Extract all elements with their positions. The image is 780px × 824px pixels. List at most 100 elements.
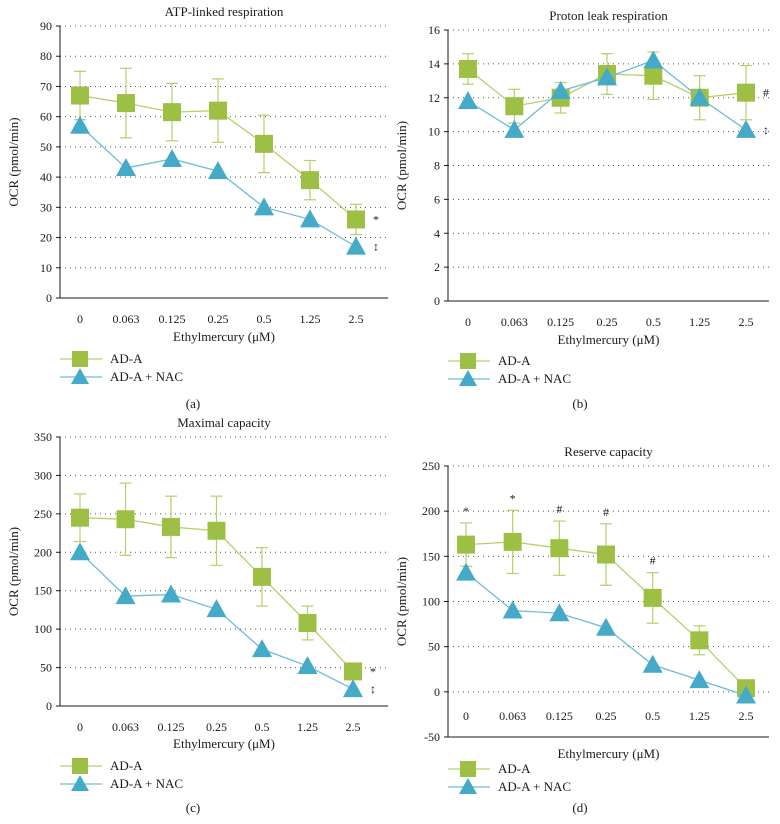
- data-point-square: [503, 532, 522, 551]
- legend-label: AD-A: [110, 758, 143, 773]
- x-tick-label: 0.25: [206, 720, 227, 734]
- significance-marker: *: [373, 212, 379, 226]
- data-point-triangle: [162, 148, 182, 167]
- x-tick-label: 2.5: [739, 709, 754, 723]
- data-point-square: [644, 66, 663, 85]
- data-point-square: [597, 545, 615, 564]
- legend-item-ad-a-nac: AD-A + NAC: [448, 370, 571, 386]
- y-tick-label: 50: [40, 140, 52, 154]
- data-point-triangle: [297, 656, 318, 675]
- data-point-triangle: [596, 617, 616, 636]
- chart-title: Reserve capacity: [564, 444, 653, 459]
- data-point-triangle: [70, 542, 90, 561]
- legend-label: AD-A + NAC: [110, 776, 183, 791]
- y-tick-label: 250: [422, 459, 440, 473]
- data-point-square: [162, 517, 180, 536]
- x-tick-label: 0.063: [499, 709, 526, 723]
- y-tick-label: 4: [434, 226, 440, 240]
- y-tick-label: 150: [34, 584, 52, 598]
- legend-item-ad-a: AD-A: [448, 761, 531, 777]
- y-tick-label: 8: [434, 159, 440, 173]
- data-point-triangle: [689, 670, 710, 689]
- significance-marker: #: [763, 86, 769, 100]
- data-point-triangle: [252, 639, 272, 658]
- legend-marker-triangle: [459, 370, 477, 386]
- panel-d: Reserve capacity -50 0 50 100 150 200 250 OCR (p…: [394, 444, 769, 815]
- panel-label: (b): [572, 396, 587, 411]
- legend-label: AD-A: [498, 761, 531, 776]
- y-tick-label: 12: [428, 91, 440, 105]
- data-point-triangle: [642, 654, 663, 673]
- significance-marker: ↕: [370, 682, 376, 696]
- data-point-square: [209, 101, 227, 120]
- x-tick-label: 2.5: [349, 312, 364, 326]
- legend-marker-square: [72, 758, 88, 774]
- data-point-square: [643, 588, 662, 607]
- significance-marker: #: [556, 502, 562, 516]
- legend-label: AD-A: [498, 353, 531, 368]
- data-point-square: [71, 86, 89, 105]
- x-tick-label: 0.5: [255, 720, 270, 734]
- y-tick-label: 0: [434, 685, 440, 699]
- y-tick-label: -50: [424, 730, 440, 744]
- data-point-square: [347, 210, 365, 229]
- legend-item-ad-a-nac: AD-A + NAC: [60, 775, 183, 791]
- y-tick-label: 30: [40, 200, 52, 214]
- x-axis-title: Ethylmercury (μM): [173, 736, 275, 751]
- x-tick-label: 1.25: [300, 312, 321, 326]
- panel-c: Maximal capacity 0 50 100 150 200 250 300 350 OCR…: [6, 415, 388, 815]
- x-tick-label: 0.5: [257, 312, 272, 326]
- y-tick-label: 14: [428, 57, 440, 71]
- y-tick-label: 100: [34, 622, 52, 636]
- x-tick-label: 0.25: [597, 315, 618, 329]
- panel-label: (d): [572, 800, 587, 815]
- data-point-triangle: [115, 586, 136, 605]
- x-tick-label: 0.5: [645, 709, 660, 723]
- y-axis-title: OCR (pmol/min): [6, 527, 21, 616]
- y-tick-label: 6: [434, 192, 440, 206]
- x-tick-label: 0.5: [646, 315, 661, 329]
- significance-marker: *: [510, 491, 516, 505]
- x-tick-label: 0: [77, 720, 83, 734]
- x-tick-label: 1.25: [689, 709, 710, 723]
- legend-label: AD-A + NAC: [498, 371, 571, 386]
- chart-title: ATP-linked respiration: [165, 4, 284, 19]
- data-point-triangle: [689, 87, 710, 106]
- data-point-square: [163, 103, 181, 122]
- significance-marker: #: [603, 505, 609, 519]
- chart-title: Proton leak respiration: [549, 8, 668, 23]
- x-axis-title: Ethylmercury (μM): [558, 746, 660, 761]
- x-axis-title: Ethylmercury (μM): [558, 332, 660, 347]
- data-point-square: [117, 94, 135, 113]
- data-point-square: [116, 510, 135, 529]
- x-tick-label: 2.5: [346, 720, 361, 734]
- x-tick-label: 0.063: [501, 315, 528, 329]
- data-point-triangle: [346, 236, 366, 255]
- x-tick-label: 0.25: [208, 312, 229, 326]
- y-tick-label: 100: [422, 595, 440, 609]
- y-tick-label: 10: [428, 125, 440, 139]
- x-tick-label: 0: [463, 709, 469, 723]
- data-point-square: [253, 567, 271, 586]
- x-axis-title: Ethylmercury (μM): [173, 329, 275, 344]
- data-point-triangle: [550, 80, 571, 99]
- legend-item-ad-a: AD-A: [60, 758, 143, 774]
- panel-a: ATP-linked respiration 0 10 20 30 40 50 60 70 80 9…: [6, 4, 388, 411]
- y-tick-label: 200: [34, 545, 52, 559]
- data-point-square: [457, 535, 475, 554]
- x-tick-label: 1.25: [689, 315, 710, 329]
- y-tick-label: 50: [40, 661, 52, 675]
- y-tick-label: 80: [40, 49, 52, 63]
- x-tick-label: 1.25: [297, 720, 318, 734]
- x-tick-label: 0: [77, 312, 83, 326]
- significance-marker: #: [650, 554, 656, 568]
- x-tick-label: 0.125: [547, 315, 574, 329]
- data-point-triangle: [343, 679, 363, 698]
- y-tick-label: 350: [34, 430, 52, 444]
- data-point-square: [737, 83, 755, 102]
- data-point-triangle: [116, 158, 136, 177]
- data-point-triangle: [70, 115, 90, 134]
- data-point-square: [505, 97, 524, 116]
- x-tick-label: 0.25: [596, 709, 617, 723]
- x-tick-label: 0.125: [158, 720, 185, 734]
